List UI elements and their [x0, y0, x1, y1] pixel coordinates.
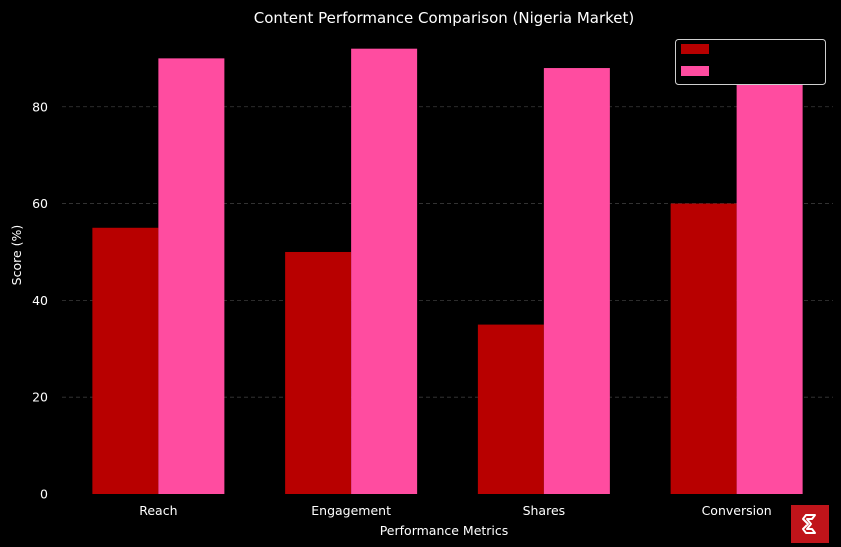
y-tick-label: 80: [32, 99, 48, 114]
legend-box: [675, 39, 826, 85]
bar-shares-series-2: [543, 68, 610, 495]
legend-swatch-series-1: [681, 44, 709, 54]
x-tick-label: Engagement: [311, 503, 391, 518]
y-tick-label: 20: [32, 390, 48, 405]
bar-conversion-series-1: [670, 203, 737, 494]
x-axis: Reach Engagement Shares Conversion: [139, 503, 771, 518]
bar-shares-series-1: [477, 324, 544, 494]
y-tick-label: 60: [32, 196, 48, 211]
y-tick-label: 0: [40, 487, 48, 502]
legend-swatch-series-2: [681, 66, 709, 76]
x-tick-label: Reach: [139, 503, 177, 518]
y-axis-label: Score (%): [9, 225, 24, 286]
bar-reach-series-1: [92, 227, 159, 494]
y-axis: 0 20 40 60 80: [32, 99, 48, 501]
bar-conversion-series-2: [736, 82, 803, 494]
x-tick-label: Conversion: [702, 503, 772, 518]
brand-logo: [791, 505, 829, 543]
bar-engagement-series-1: [285, 251, 352, 494]
legend: [675, 39, 826, 85]
brand-s-logo-icon: [802, 514, 816, 534]
bar-engagement-series-2: [351, 48, 418, 495]
chart-title: Content Performance Comparison (Nigeria …: [254, 9, 635, 27]
x-axis-label: Performance Metrics: [380, 523, 509, 538]
bars: [92, 48, 803, 495]
y-tick-label: 40: [32, 293, 48, 308]
bar-reach-series-2: [158, 58, 225, 495]
x-tick-label: Shares: [523, 503, 566, 518]
